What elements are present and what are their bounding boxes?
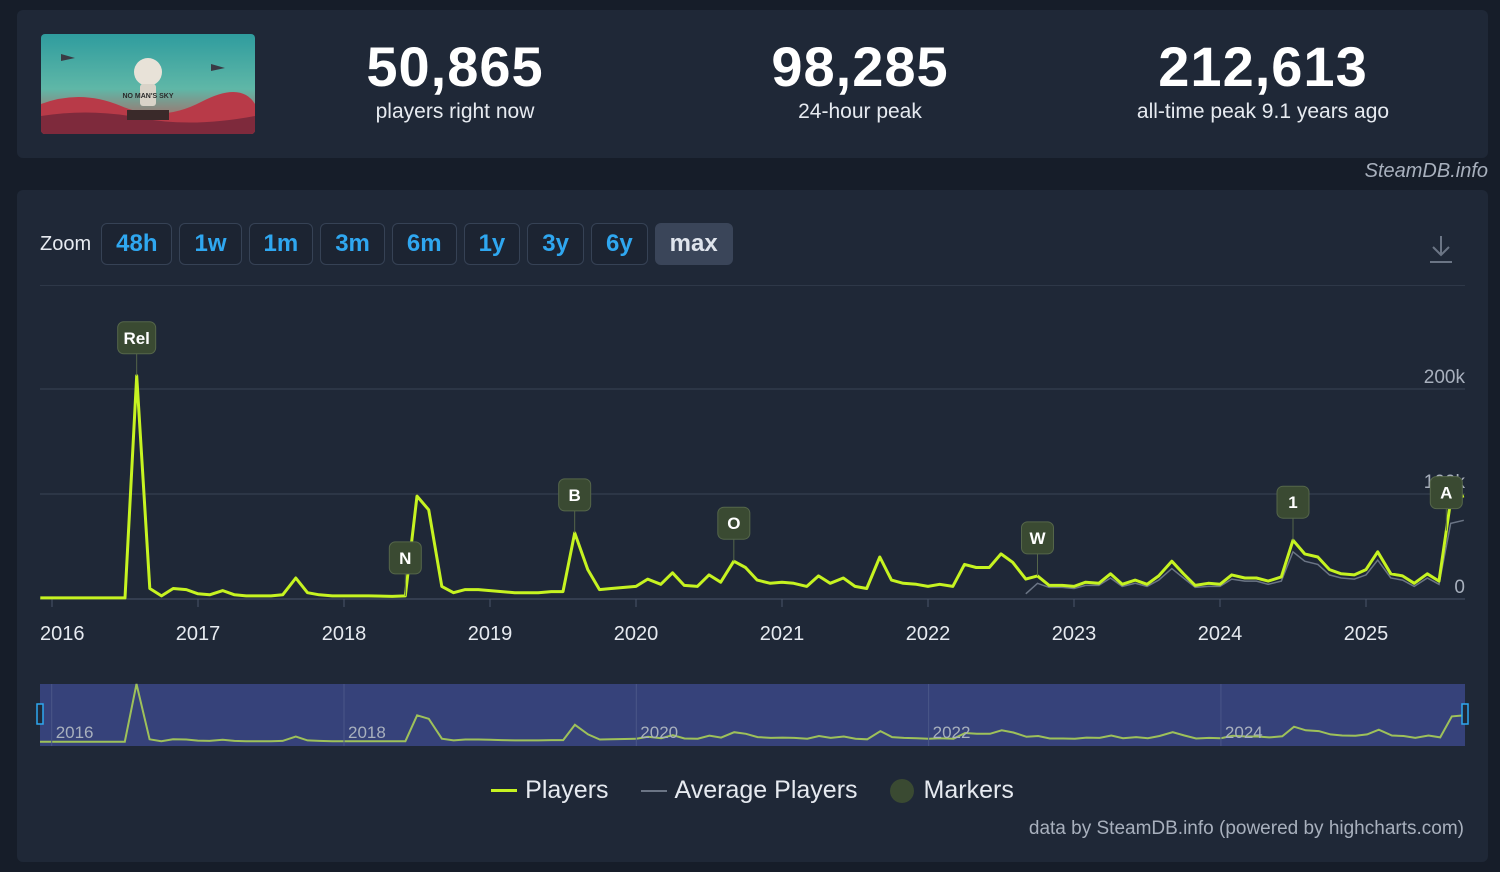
legend-average-label: Average Players [674, 776, 858, 804]
legend-average-players[interactable]: Average Players [640, 776, 858, 805]
legend-players-label: Players [525, 776, 609, 804]
navigator-right-handle[interactable] [1461, 703, 1469, 725]
marker-b[interactable]: B [558, 478, 592, 533]
zoom-divider [40, 285, 1465, 286]
x-axis-label-2016: 2016 [40, 623, 85, 645]
legend-average-swatch [640, 789, 667, 792]
svg-text:B: B [569, 486, 581, 505]
peak-24h-label: 24-hour peak [798, 100, 922, 123]
marker-o[interactable]: O [717, 506, 751, 562]
players-line[interactable] [40, 374, 1465, 600]
svg-text:1: 1 [1288, 493, 1297, 512]
navigator-label-2016: 2016 [56, 723, 94, 742]
navigator-label-2024: 2024 [1225, 723, 1263, 742]
legend-markers[interactable]: Markers [889, 776, 1014, 805]
range-navigator[interactable]: 2016 2018 2020 2022 2024 [17, 680, 1488, 750]
peak-24h-value: 98,285 [771, 35, 949, 98]
legend-markers-label: Markers [923, 776, 1014, 804]
legend-players[interactable]: Players [491, 776, 609, 805]
marker-n[interactable]: N [388, 541, 422, 596]
player-count-chart[interactable]: 0100k200k 201620172018201920202021202220… [17, 285, 1488, 755]
highcharts-credit[interactable]: data by SteamDB.info (powered by highcha… [1028, 818, 1464, 839]
zoom-1m-button[interactable]: 1m [248, 223, 314, 265]
marker-rel[interactable]: Rel [117, 321, 157, 376]
navigator-label-2022: 2022 [933, 723, 971, 742]
x-axis-label-2025: 2025 [1344, 623, 1389, 645]
zoom-6y-button[interactable]: 6y [590, 223, 648, 265]
chart-panel: Zoom 48h 1w 1m 3m 6m 1y 3y 6y max 0100k2… [17, 190, 1488, 862]
average-players-line [1025, 519, 1464, 595]
download-icon[interactable] [1426, 232, 1456, 266]
zoom-1y-button[interactable]: 1y [463, 223, 521, 265]
chart-legend: Players Average Players Markers [17, 776, 1488, 805]
stats-panel: NO MAN'S SKY 50,865 players right now 98… [17, 10, 1488, 158]
game-art-graphic: NO MAN'S SKY [41, 34, 255, 134]
current-players-stat: 50,865 players right now [285, 36, 625, 124]
marker-1[interactable]: 1 [1276, 485, 1310, 541]
all-time-peak-value: 212,613 [1158, 35, 1368, 98]
x-axis-label-2022: 2022 [906, 623, 951, 645]
legend-markers-swatch [889, 778, 914, 803]
svg-text:Rel: Rel [123, 329, 149, 348]
peak-24h-stat: 98,285 24-hour peak [690, 36, 1030, 124]
y-axis-label-200k: 200k [1424, 367, 1466, 388]
all-time-peak-label: all-time peak 9.1 years ago [1136, 100, 1390, 123]
zoom-3m-button[interactable]: 3m [320, 223, 385, 265]
x-axis-label-2021: 2021 [760, 623, 805, 645]
x-axis-label-2023: 2023 [1052, 623, 1097, 645]
zoom-label: Zoom [40, 232, 92, 255]
svg-text:O: O [727, 514, 740, 533]
x-axis-label-2024: 2024 [1198, 623, 1243, 645]
marker-a[interactable]: A [1429, 476, 1463, 531]
legend-players-swatch [491, 789, 518, 792]
navigator-label-2018: 2018 [348, 723, 386, 742]
svg-text:NO MAN'S SKY: NO MAN'S SKY [122, 93, 173, 100]
navigator-label-2020: 2020 [640, 723, 678, 742]
x-axis-label-2020: 2020 [614, 623, 659, 645]
zoom-3y-button[interactable]: 3y [527, 223, 584, 265]
zoom-6m-button[interactable]: 6m [391, 223, 457, 265]
x-axis-label-2018: 2018 [322, 623, 367, 645]
steamdb-credit[interactable]: SteamDB.info [1364, 160, 1488, 182]
svg-text:W: W [1029, 529, 1046, 548]
svg-text:A: A [1440, 484, 1452, 503]
x-axis-label-2019: 2019 [468, 623, 513, 645]
zoom-48h-button[interactable]: 48h [101, 223, 173, 265]
zoom-max-button[interactable]: max [654, 223, 733, 265]
all-time-peak-stat: 212,613 all-time peak 9.1 years ago [1093, 36, 1433, 124]
zoom-controls: Zoom 48h 1w 1m 3m 6m 1y 3y 6y max [40, 222, 740, 266]
navigator-series [40, 683, 1466, 743]
zoom-1w-button[interactable]: 1w [179, 223, 242, 265]
marker-w[interactable]: W [1021, 521, 1054, 576]
svg-text:N: N [399, 549, 411, 568]
current-players-value: 50,865 [366, 35, 544, 98]
x-axis-label-2017: 2017 [176, 623, 221, 645]
y-axis-label-0: 0 [1454, 577, 1465, 598]
current-players-label: players right now [375, 100, 535, 123]
game-header-image[interactable]: NO MAN'S SKY [41, 34, 255, 134]
navigator-left-handle[interactable] [36, 703, 44, 725]
